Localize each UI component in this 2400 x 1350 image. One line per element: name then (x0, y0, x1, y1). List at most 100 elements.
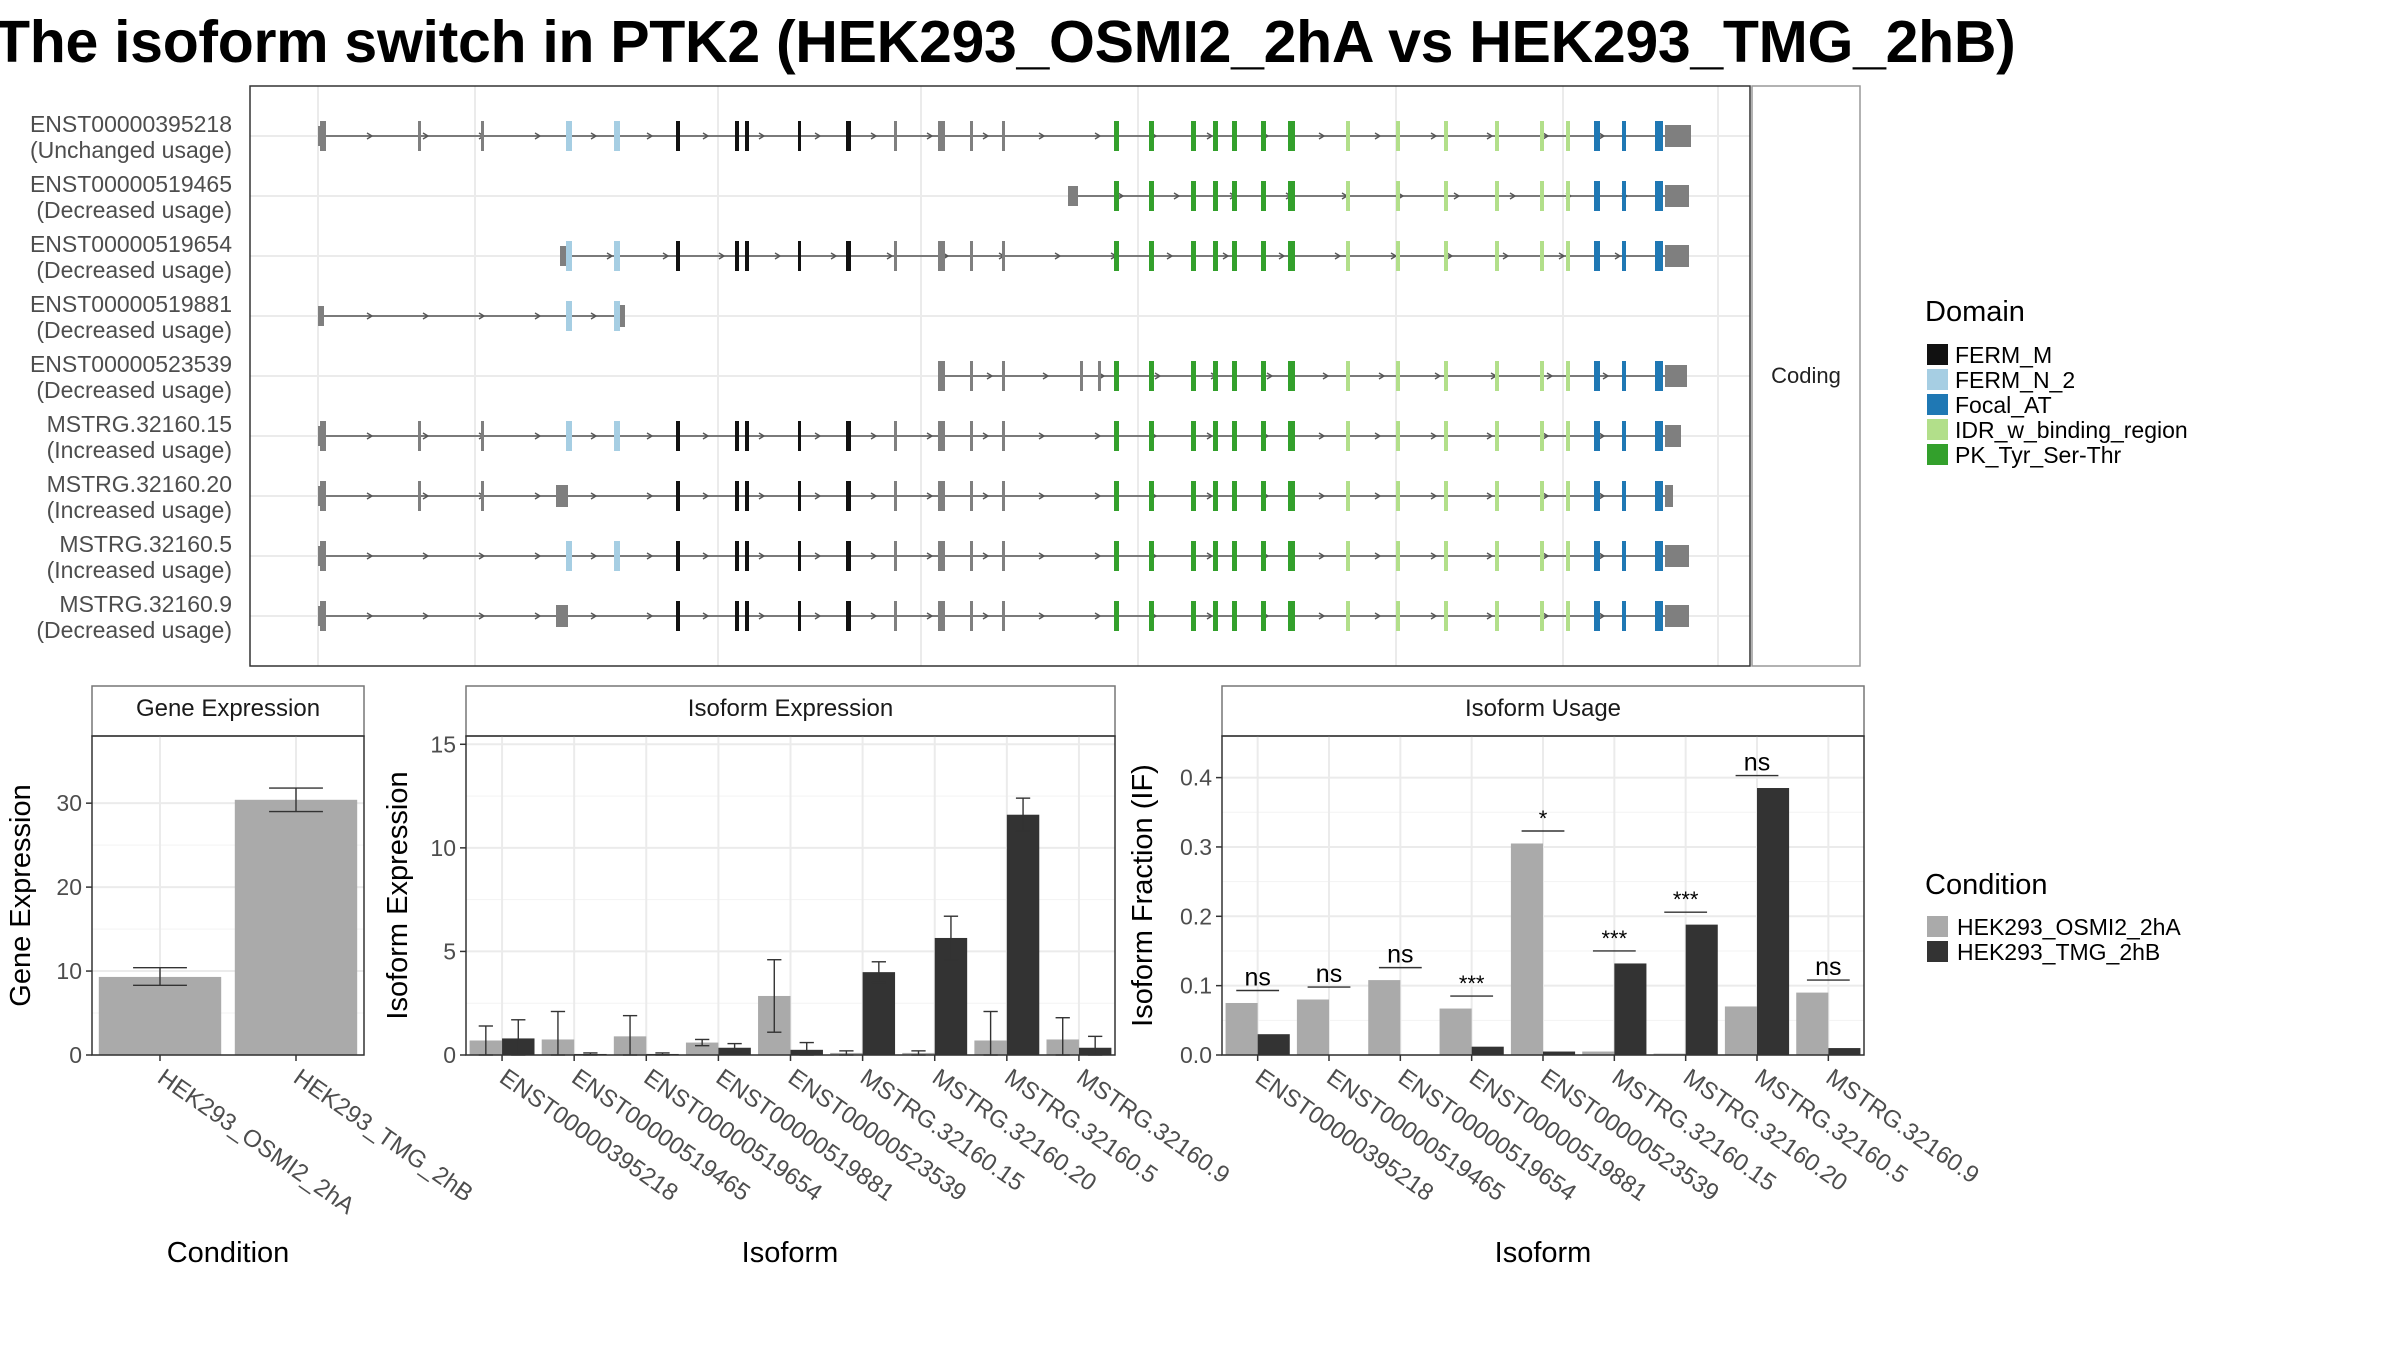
x-axis-title: Condition (167, 1237, 290, 1269)
transcript-id-label: MSTRG.32160.15 (47, 411, 232, 437)
exon-PK_Tyr_Ser-Thr (1288, 121, 1295, 151)
strand-arrow (1094, 432, 1102, 440)
exon-noncoding (938, 421, 945, 451)
transcript-usage-label: (Decreased usage) (36, 257, 232, 283)
strand-arrow (702, 132, 710, 140)
condition-legend-title: Condition (1925, 869, 2048, 901)
exon-FERM_N_2 (566, 301, 572, 331)
exon-IDR_w_binding_region (1444, 541, 1448, 571)
exon-IDR_w_binding_region (1495, 421, 1499, 451)
exon-PK_Tyr_Ser-Thr (1114, 481, 1119, 511)
exon-FERM_M (676, 241, 680, 271)
exon-IDR_w_binding_region (1346, 481, 1350, 511)
strand-arrow (478, 312, 486, 320)
exon-noncoding (1098, 361, 1101, 391)
exon-noncoding (938, 241, 945, 271)
condition-legend-key (1927, 916, 1948, 937)
exon-PK_Tyr_Ser-Thr (1191, 421, 1196, 451)
exon-PK_Tyr_Ser-Thr (1149, 121, 1154, 151)
exon-PK_Tyr_Ser-Thr (1213, 481, 1218, 511)
exon-FERM_M (798, 481, 801, 511)
exon-noncoding (1002, 121, 1005, 151)
exon-FERM_M (745, 601, 749, 631)
exon-PK_Tyr_Ser-Thr (1232, 181, 1237, 211)
strand-arrow (814, 492, 822, 500)
strand-arrow (982, 432, 990, 440)
exon-Focal_AT (1655, 421, 1663, 451)
exon-IDR_w_binding_region (1444, 361, 1448, 391)
strand-arrow (1206, 492, 1214, 500)
strand-arrow (870, 492, 878, 500)
strand-arrow (422, 312, 430, 320)
exon-FERM_N_2 (614, 541, 620, 571)
exon-IDR_w_binding_region (1346, 421, 1350, 451)
transcript-id-label: MSTRG.32160.20 (47, 471, 232, 497)
exon-noncoding (1080, 361, 1083, 391)
exon-PK_Tyr_Ser-Thr (1288, 241, 1295, 271)
strand-arrow (1166, 252, 1174, 260)
domain-legend-title: Domain (1925, 296, 2025, 328)
domain-legend-key (1927, 394, 1948, 415)
exon-noncoding (481, 481, 484, 511)
exon-Focal_AT (1655, 481, 1663, 511)
significance-label: *** (1673, 887, 1699, 912)
strand-arrow (366, 552, 374, 560)
transcript-id-label: ENST00000523539 (30, 351, 232, 377)
strand-arrow (982, 492, 990, 500)
exon-IDR_w_binding_region (1396, 541, 1400, 571)
exon-IDR_w_binding_region (1540, 601, 1544, 631)
y-tick-label: 0.0 (1180, 1042, 1212, 1068)
y-tick-label: 10 (430, 835, 456, 861)
strand-arrow (1558, 252, 1566, 260)
exon-IDR_w_binding_region (1566, 361, 1570, 391)
significance-label: ns (1387, 941, 1413, 969)
exon-noncoding (970, 601, 973, 631)
exon-PK_Tyr_Ser-Thr (1149, 241, 1154, 271)
condition-legend-key (1927, 941, 1948, 962)
strand-arrow (1378, 372, 1386, 380)
exon-FERM_M (735, 421, 739, 451)
exon-IDR_w_binding_region (1566, 421, 1570, 451)
strand-arrow (1453, 192, 1461, 200)
strand-arrow (1430, 552, 1438, 560)
exon-FERM_M (735, 601, 739, 631)
exon-FERM_M (745, 541, 749, 571)
exon-Focal_AT (1622, 541, 1626, 571)
exon-PK_Tyr_Ser-Thr (1232, 541, 1237, 571)
strand-arrow (1054, 252, 1062, 260)
exon-FERM_M (846, 421, 851, 451)
exon-PK_Tyr_Ser-Thr (1149, 541, 1154, 571)
exon-PK_Tyr_Ser-Thr (1114, 181, 1119, 211)
strand-arrow (1154, 372, 1162, 380)
exon-FERM_M (676, 601, 680, 631)
strand-arrow (814, 432, 822, 440)
strand-arrow (606, 252, 614, 260)
panel-strip-label: Gene Expression (136, 695, 320, 722)
domain-legend-key (1927, 444, 1948, 465)
domain-legend-label: PK_Tyr_Ser-Thr (1955, 442, 2121, 468)
domain-legend-label: FERM_M (1955, 342, 2052, 368)
strand-arrow (1318, 132, 1326, 140)
bar (1296, 999, 1329, 1055)
strand-arrow (926, 612, 934, 620)
y-tick-label: 0.2 (1180, 903, 1212, 929)
exon-noncoding (970, 241, 973, 271)
strand-arrow (758, 132, 766, 140)
strand-arrow (1322, 372, 1330, 380)
strand-arrow (814, 552, 822, 560)
strand-arrow (758, 492, 766, 500)
transcript-row (318, 421, 1681, 451)
exon-PK_Tyr_Ser-Thr (1191, 541, 1196, 571)
strand-arrow (1598, 132, 1606, 140)
strand-arrow (422, 492, 430, 500)
y-tick-label: 20 (56, 874, 82, 900)
strand-arrow (1598, 432, 1606, 440)
strand-arrow (1542, 492, 1550, 500)
exon-IDR_w_binding_region (1396, 481, 1400, 511)
significance-label: ns (1316, 960, 1342, 988)
bar (862, 972, 896, 1055)
exon-IDR_w_binding_region (1540, 481, 1544, 511)
strand-arrow (1042, 372, 1050, 380)
strand-arrow (1206, 552, 1214, 560)
strand-arrow (1542, 432, 1550, 440)
